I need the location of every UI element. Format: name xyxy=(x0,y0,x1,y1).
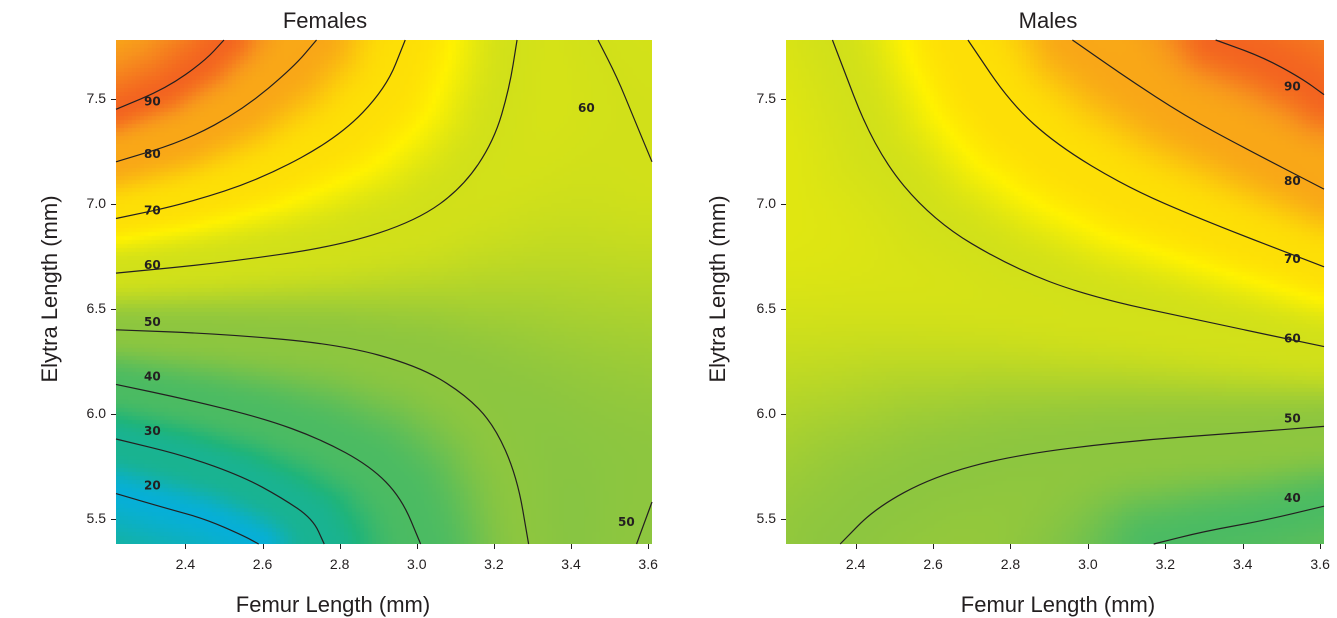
x-tick-label: 2.4 xyxy=(175,556,196,572)
contour-label: 40 xyxy=(144,369,161,383)
y-tick-label: 6.5 xyxy=(86,299,106,316)
contour-line-30 xyxy=(115,438,325,545)
x-tick-mark xyxy=(262,544,264,549)
x-tick-label: 2.6 xyxy=(252,556,273,572)
contour-label: 80 xyxy=(144,147,161,161)
contour-line-40 xyxy=(115,383,422,545)
contour-line-70 xyxy=(115,39,406,220)
y-tick-mark xyxy=(781,203,786,205)
contour-label: 50 xyxy=(144,315,161,329)
contour-line-60 xyxy=(831,39,1325,348)
x-tick-mark xyxy=(855,544,857,549)
y-tick-mark xyxy=(111,518,116,520)
contour-line-90 xyxy=(115,39,225,110)
contour-label: 90 xyxy=(1284,80,1301,94)
y-tick-mark xyxy=(781,518,786,520)
contour-lines: 90 80 70 60 50 40 xyxy=(831,39,1325,545)
contour-line-50 xyxy=(636,501,653,545)
x-tick-mark xyxy=(648,544,650,549)
x-tick-label: 3.2 xyxy=(1155,556,1176,572)
contour-label: 50 xyxy=(618,515,635,529)
x-tick-mark xyxy=(1165,544,1167,549)
contour-label: 80 xyxy=(1284,174,1301,188)
contour-label: 70 xyxy=(144,204,161,218)
x-tick-label: 3.6 xyxy=(1310,556,1330,572)
contour-label: 30 xyxy=(144,424,161,438)
x-tick-mark xyxy=(1010,544,1012,549)
contour-label: 70 xyxy=(1284,252,1301,266)
y-tick-mark xyxy=(111,308,116,310)
heatmap-surface xyxy=(116,40,652,544)
x-tick-label: 3.4 xyxy=(561,556,581,572)
x-tick-label: 3.2 xyxy=(484,556,504,572)
y-tick-mark xyxy=(781,413,786,415)
y-tick-label: 6.5 xyxy=(756,299,776,316)
x-tick-mark xyxy=(933,544,935,549)
contour-line-80 xyxy=(1072,39,1325,190)
chart-title: Males xyxy=(1018,8,1078,33)
x-tick-label: 3.0 xyxy=(1078,556,1098,572)
x-tick-mark xyxy=(416,544,418,549)
y-tick-mark xyxy=(111,98,116,100)
x-tick-mark xyxy=(571,544,573,549)
x-tick-label: 3.6 xyxy=(638,556,658,572)
x-tick-label: 2.8 xyxy=(329,556,350,572)
contour-line-20 xyxy=(115,493,259,545)
x-tick-label: 2.4 xyxy=(845,556,866,572)
contour-line-60 xyxy=(115,39,518,274)
y-tick-label: 7.0 xyxy=(756,194,776,211)
x-tick-label: 3.0 xyxy=(407,556,427,572)
x-tick-mark xyxy=(185,544,187,549)
y-tick-mark xyxy=(781,98,786,100)
y-tick-mark xyxy=(781,308,786,310)
contour-line-50 xyxy=(115,329,530,545)
plot-area: 20 30 40 50 60 70 80 90 60 50 xyxy=(115,39,653,545)
heatmap-surface xyxy=(786,40,1324,544)
x-axis-label: Femur Length (mm) xyxy=(235,592,431,617)
contour-line-50 xyxy=(839,425,1325,545)
x-tick-mark xyxy=(1320,544,1322,549)
contour-label: 40 xyxy=(1284,491,1301,505)
contour-label: 60 xyxy=(578,101,595,115)
contour-line-40 xyxy=(1153,505,1325,545)
contour-line-80 xyxy=(115,39,317,163)
y-tick-mark xyxy=(111,413,116,415)
plot-area: 90 80 70 60 50 40 xyxy=(786,39,1325,545)
contour-label: 60 xyxy=(1284,332,1301,346)
contour-label: 50 xyxy=(1284,411,1301,425)
y-tick-label: 5.5 xyxy=(756,509,776,526)
contour-line-70 xyxy=(967,39,1325,268)
y-tick-label: 5.5 xyxy=(86,509,106,526)
contour-line-60 xyxy=(597,39,653,163)
females-chart: Females Elytra Length (mm) Femur Length … xyxy=(0,0,668,618)
y-tick-mark xyxy=(111,203,116,205)
contour-label: 20 xyxy=(144,479,161,493)
x-tick-label: 2.8 xyxy=(1000,556,1021,572)
contour-lines: 20 30 40 50 60 70 80 90 60 50 xyxy=(115,39,653,545)
contour-label: 90 xyxy=(144,94,161,108)
y-tick-label: 6.0 xyxy=(756,404,776,421)
x-tick-label: 3.4 xyxy=(1232,556,1253,572)
chart-title: Females xyxy=(282,8,368,33)
y-tick-label: 7.5 xyxy=(756,89,776,106)
contour-label: 60 xyxy=(144,258,161,272)
x-tick-mark xyxy=(1087,544,1089,549)
x-tick-mark xyxy=(1242,544,1244,549)
x-tick-label: 2.6 xyxy=(923,556,943,572)
y-tick-label: 7.0 xyxy=(86,194,106,211)
y-tick-label: 7.5 xyxy=(86,89,106,106)
x-tick-mark xyxy=(339,544,341,549)
y-axis-label: Elytra Length (mm) xyxy=(705,195,730,383)
males-chart: Males Elytra Length (mm) Femur Length (m… xyxy=(668,0,1337,618)
y-tick-label: 6.0 xyxy=(86,404,106,421)
x-axis-label: Femur Length (mm) xyxy=(960,592,1156,617)
contour-line-90 xyxy=(1215,39,1325,96)
y-axis-label: Elytra Length (mm) xyxy=(37,195,62,383)
x-tick-mark xyxy=(493,544,495,549)
